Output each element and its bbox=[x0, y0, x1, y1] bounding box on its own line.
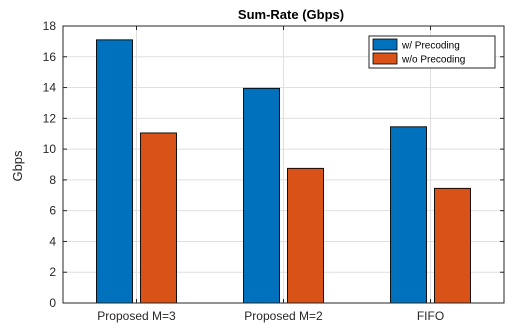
y-tick-label: 14 bbox=[43, 81, 57, 95]
bar-without-precoding bbox=[434, 187, 471, 304]
y-tick-label: 10 bbox=[43, 142, 57, 156]
legend-label: w/o Precoding bbox=[401, 55, 465, 66]
legend-swatch bbox=[372, 38, 398, 51]
chart-title: Sum-Rate (Gbps) bbox=[238, 7, 344, 22]
bar-with-precoding bbox=[390, 126, 427, 304]
y-axis-label: Gbps bbox=[10, 150, 25, 182]
y-tick-label: 16 bbox=[43, 50, 57, 64]
axes: 0 2 4 6 8 10 12 14 16 18 Proposed M=3 Proposed M=2 F… bbox=[43, 19, 505, 323]
y-tick-label: 6 bbox=[49, 204, 56, 218]
y-tick-label: 18 bbox=[43, 19, 57, 33]
bar-without-precoding bbox=[287, 167, 324, 304]
legend-swatch bbox=[372, 52, 398, 65]
y-tick-label: 8 bbox=[49, 173, 56, 187]
y-tick-label: 12 bbox=[43, 111, 57, 125]
x-tick-label: FIFO bbox=[417, 309, 444, 323]
x-tick-label: Proposed M=3 bbox=[97, 309, 176, 323]
bars bbox=[96, 39, 471, 304]
y-tick-label: 2 bbox=[49, 265, 56, 279]
y-tick-label: 4 bbox=[49, 234, 56, 248]
legend-label: w/ Precoding bbox=[401, 41, 460, 52]
plot-box bbox=[62, 25, 505, 304]
bar-with-precoding bbox=[96, 39, 133, 304]
y-tick-label: 0 bbox=[49, 296, 56, 310]
x-tick-label: Proposed M=2 bbox=[244, 309, 323, 323]
legend: w/ Precoding w/o Precoding bbox=[368, 35, 496, 69]
bar-without-precoding bbox=[140, 132, 177, 304]
bar-with-precoding bbox=[243, 87, 280, 304]
